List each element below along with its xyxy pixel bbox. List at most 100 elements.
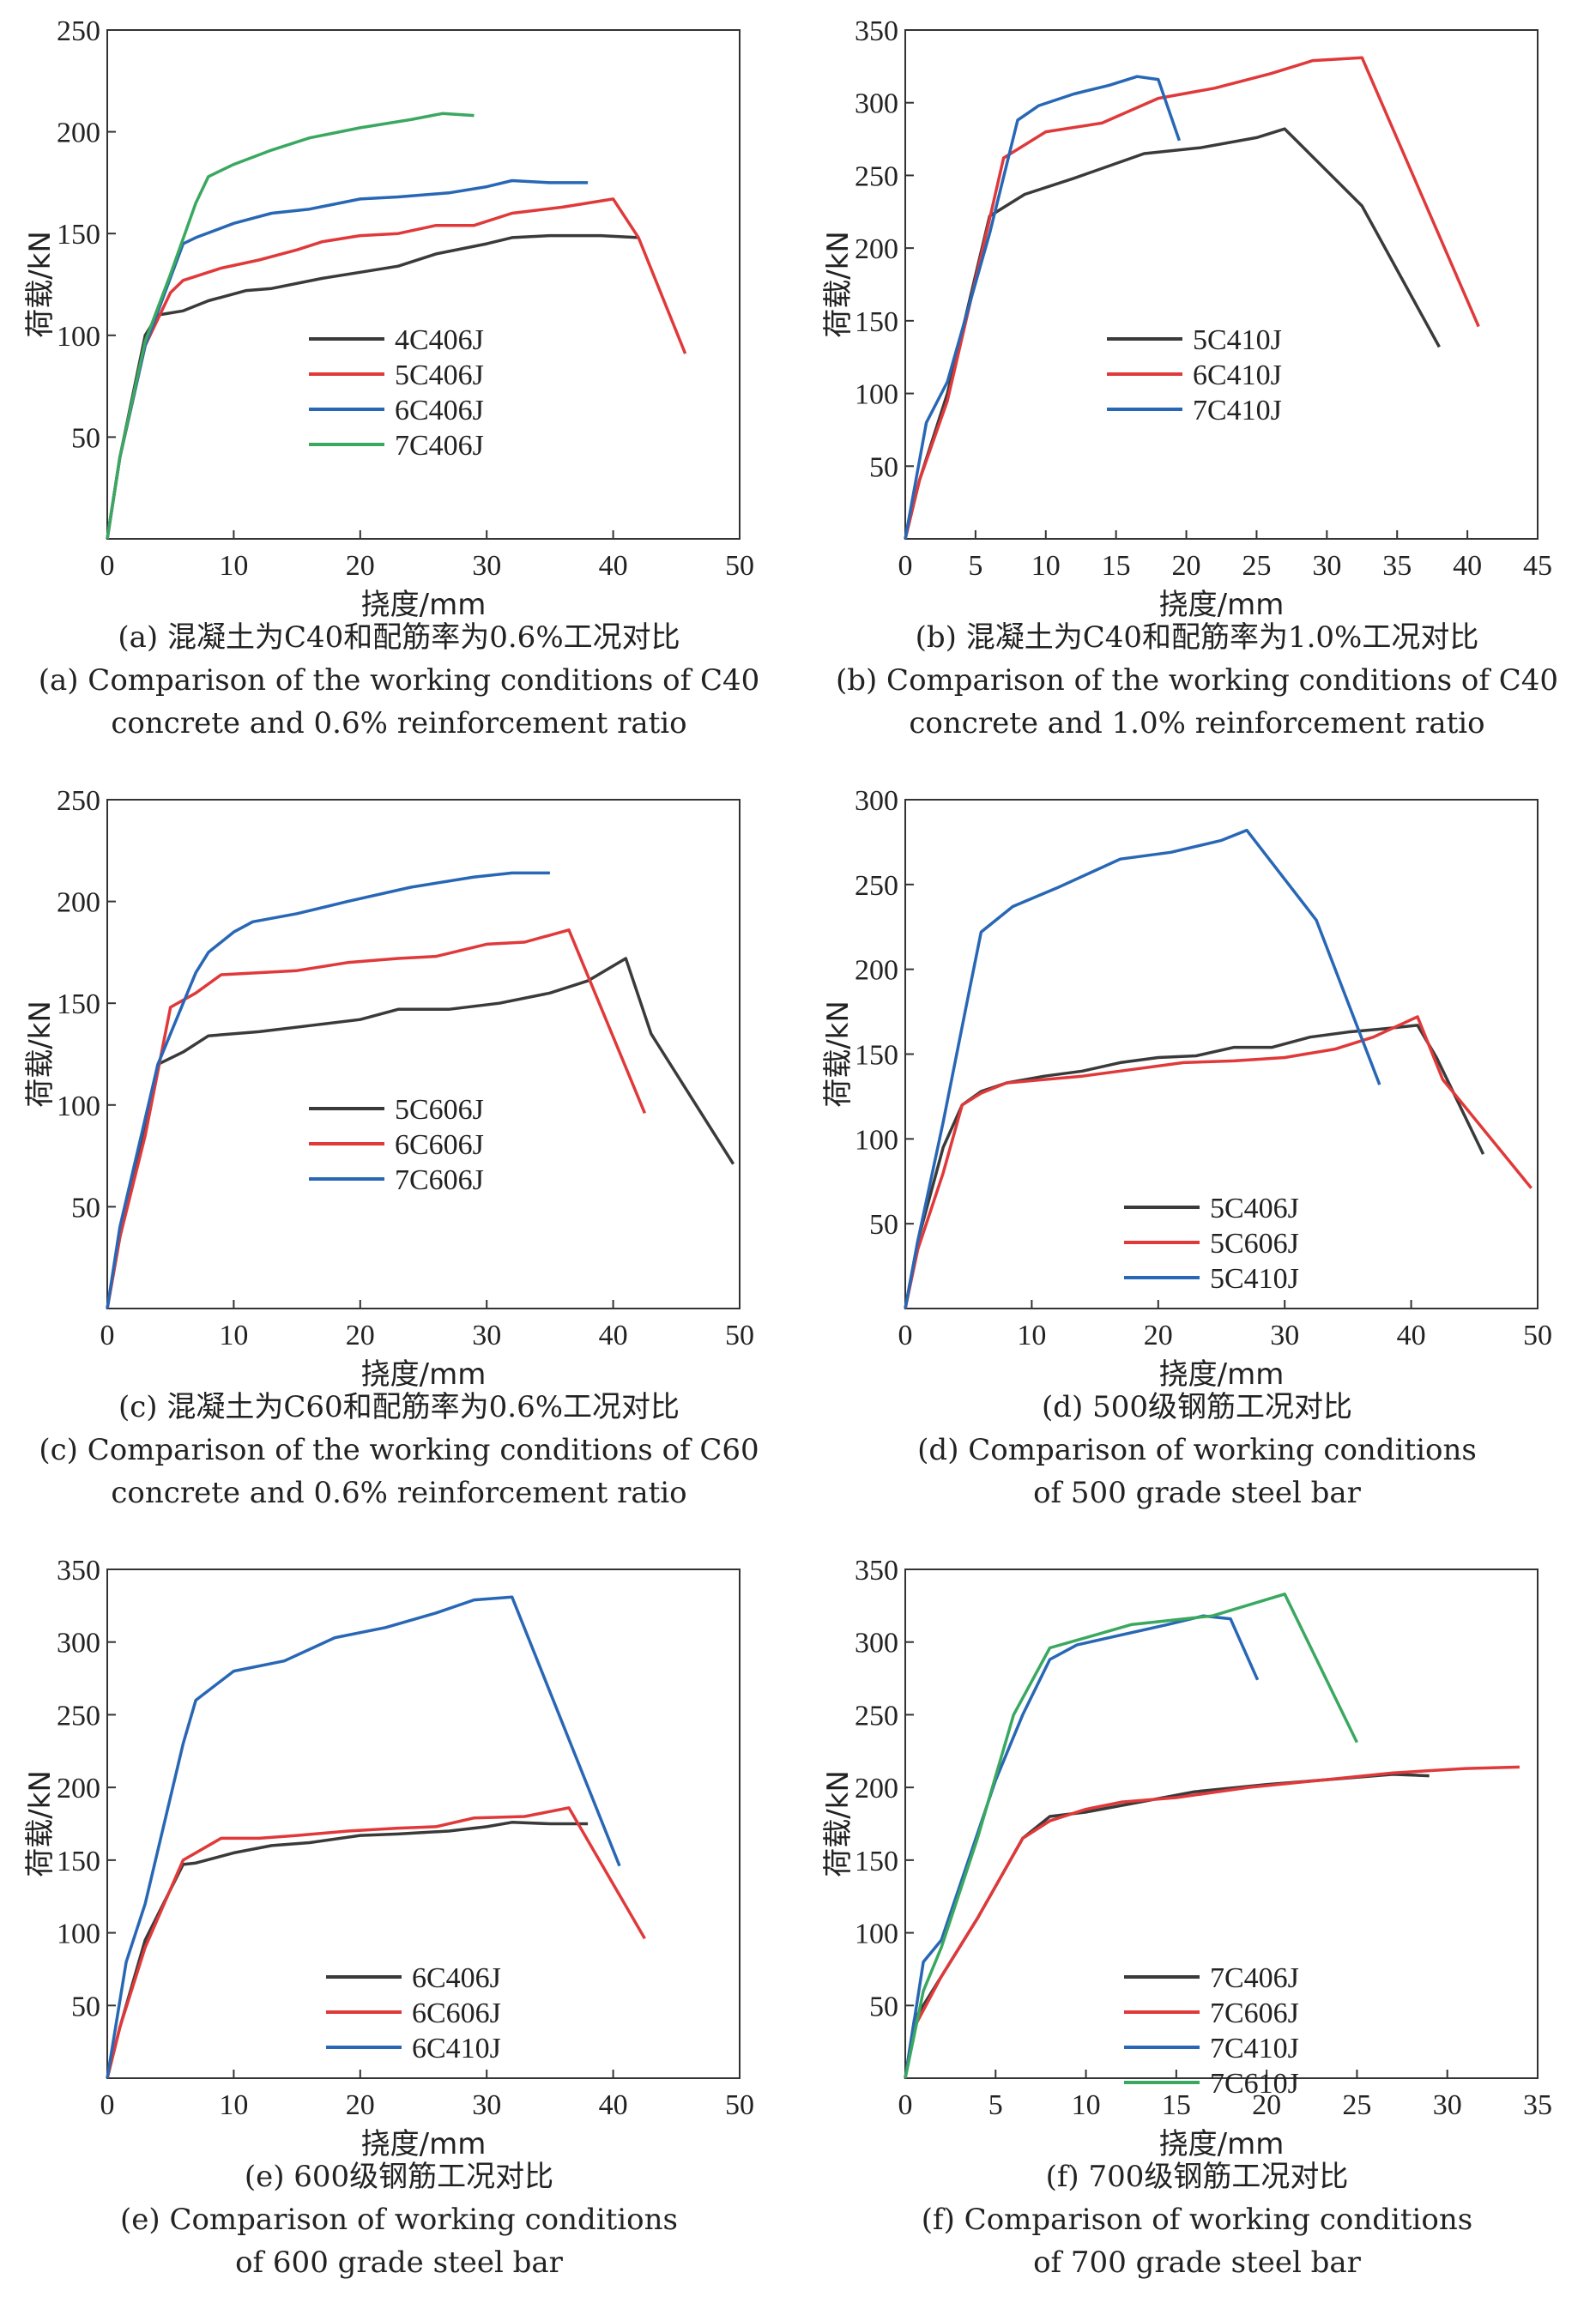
caption-en-line1-f: (f) Comparison of working conditions [921,2203,1473,2237]
plot-frame [106,1569,741,2079]
y-tick-label: 250 [855,160,898,192]
series-line-7C606J [904,1765,1520,2079]
series-line-5C606J [904,1015,1533,1309]
y-tick-label: 200 [855,1773,898,1804]
y-tick-label: 200 [855,233,898,265]
legend-label-6C606J: 6C606J [395,1129,484,1161]
series-line-5C406J [106,197,687,540]
x-tick-label: 15 [1162,2089,1191,2121]
legend-label-6C406J: 6C406J [395,395,484,426]
x-tick-label: 20 [1172,550,1201,582]
legend-label-5C606J: 5C606J [1210,1228,1299,1260]
caption-en-line2-a: concrete and 0.6% reinforcement ratio [111,706,687,740]
chart-svg-d: 0 10 20 30 40 50 50 100 150 200 250 300 挠度/mm 荷载/kN 5C… [821,785,1552,1392]
x-tick-label: 50 [725,550,754,582]
x-tick-label: 0 [898,1320,913,1351]
series-line-7C610J [904,1593,1358,2079]
y-tick-label: 50 [869,1209,898,1241]
y-tick-label: 50 [71,1192,100,1224]
y-tick-label: 300 [855,88,898,120]
x-tick-label: 30 [472,550,501,582]
x-tick-label: 0 [898,2089,913,2121]
legend-label-6C410J: 6C410J [412,2033,501,2064]
x-tick-label: 25 [1342,2089,1371,2121]
y-tick-label: 250 [57,15,100,47]
series-line-6C410J [904,56,1480,540]
y-axis-label: 荷载/kN [23,231,57,338]
caption-en-line1-a: (a) Comparison of the working conditions… [38,663,760,698]
y-axis-label: 荷载/kN [23,1770,57,1877]
x-tick-label: 30 [1312,550,1341,582]
legend-label-4C406J: 4C406J [395,324,484,356]
x-tick-label: 40 [599,2089,628,2121]
caption-cn-e: (e) 600级钢筋工况对比 [244,2160,554,2194]
y-tick-label: 150 [57,1846,100,1877]
y-tick-label: 350 [855,1555,898,1587]
legend-label-5C406J: 5C406J [395,360,484,391]
x-axis-label: 挠度/mm [1159,1357,1285,1392]
legend-label-6C410J: 6C410J [1193,360,1282,391]
series-line-5C606J [106,957,735,1309]
y-tick-label: 50 [71,1991,100,2022]
legend-label-7C406J: 7C406J [395,430,484,462]
plot-frame [106,799,741,1309]
legend-label-7C606J: 7C606J [1210,1998,1299,2029]
plot-frame [106,29,741,540]
x-tick-label: 20 [1144,1320,1173,1351]
x-tick-label: 50 [1523,1320,1552,1351]
x-tick-label: 0 [100,2089,115,2121]
caption-en-line1-b: (b) Comparison of the working conditions… [835,663,1559,698]
y-tick-label: 200 [57,887,100,919]
x-tick-label: 20 [346,2089,375,2121]
x-tick-label: 50 [725,2089,754,2121]
y-tick-label: 250 [855,870,898,902]
series-line-7C410J [904,1614,1260,2079]
legend-label-6C606J: 6C606J [412,1998,501,2029]
series-line-6C406J [106,178,589,540]
x-tick-label: 30 [1270,1320,1299,1351]
legend-label-7C410J: 7C410J [1193,395,1282,426]
y-tick-label: 100 [57,321,100,353]
y-tick-label: 300 [855,1628,898,1659]
y-tick-label: 300 [855,785,898,817]
chart-panel-f: 0 5 10 15 20 25 30 35 50 100 150 200 250 300 350 挠度/mm 荷… [798,1539,1596,2309]
x-tick-label: 10 [219,2089,248,2121]
x-tick-label: 15 [1102,550,1131,582]
caption-cn-d: (d) 500级钢筋工况对比 [1042,1390,1352,1424]
x-tick-label: 40 [1397,1320,1426,1351]
legend-label-5C606J: 5C606J [395,1094,484,1126]
series-line-5C410J [904,828,1381,1309]
x-tick-label: 40 [599,1320,628,1351]
y-tick-label: 150 [855,1040,898,1072]
y-tick-label: 250 [855,1700,898,1732]
chart-panel-c: 0 10 20 30 40 50 50 100 150 200 250 挠度/mm 荷载/kN 5C606… [0,770,798,1539]
x-tick-label: 30 [1433,2089,1462,2121]
x-axis-label: 挠度/mm [1159,2127,1285,2161]
chart-panel-e: 0 10 20 30 40 50 50 100 150 200 250 300 350 挠度/mm 荷载/k… [0,1539,798,2309]
x-tick-label: 0 [100,1320,115,1351]
x-tick-label: 40 [1453,550,1482,582]
y-tick-label: 100 [855,1919,898,1950]
x-tick-label: 10 [219,1320,248,1351]
y-tick-label: 50 [71,422,100,454]
x-tick-label: 20 [346,550,375,582]
caption-en-line2-e: of 600 grade steel bar [235,2246,563,2280]
y-tick-label: 200 [57,1773,100,1804]
caption-cn-c: (c) 混凝土为C60和配筋率为0.6%工况对比 [118,1390,680,1424]
x-axis-label: 挠度/mm [361,588,487,622]
y-tick-label: 200 [57,118,100,149]
series-line-6C606J [106,928,647,1309]
y-tick-label: 150 [855,1846,898,1877]
y-axis-label: 荷载/kN [23,1000,57,1108]
y-tick-label: 150 [855,306,898,338]
caption-cn-f: (f) 700级钢筋工况对比 [1045,2160,1349,2194]
legend-label-5C410J: 5C410J [1193,324,1282,356]
legend-label-7C610J: 7C610J [1210,2068,1299,2100]
caption-en-line2-d: of 500 grade steel bar [1033,1476,1361,1510]
y-axis-label: 荷载/kN [821,1770,855,1877]
caption-en-line2-f: of 700 grade steel bar [1033,2246,1361,2280]
plot-frame [904,1569,1539,2079]
series-line-6C406J [106,1821,589,2079]
x-tick-label: 5 [988,2089,1003,2121]
y-tick-label: 100 [855,1124,898,1156]
